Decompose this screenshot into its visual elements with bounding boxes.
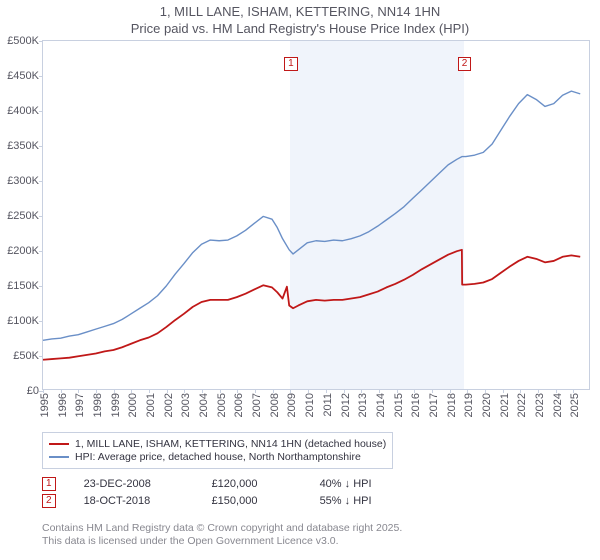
sales-row-marker: 2 bbox=[42, 494, 56, 508]
y-tick-mark bbox=[39, 76, 43, 77]
chart-titles: 1, MILL LANE, ISHAM, KETTERING, NN14 1HN… bbox=[0, 0, 600, 36]
y-tick-label: £0 bbox=[27, 385, 39, 397]
y-tick-mark bbox=[39, 356, 43, 357]
x-tick-label: 2012 bbox=[340, 393, 352, 417]
legend: 1, MILL LANE, ISHAM, KETTERING, NN14 1HN… bbox=[42, 432, 393, 469]
legend-label-hpi: HPI: Average price, detached house, Nort… bbox=[75, 451, 361, 463]
y-tick-label: £150K bbox=[7, 280, 39, 292]
x-tick-label: 2004 bbox=[198, 393, 210, 417]
x-tick-label: 2010 bbox=[304, 393, 316, 417]
series-line-paid bbox=[43, 250, 580, 360]
y-tick-mark bbox=[39, 216, 43, 217]
x-tick-label: 2020 bbox=[481, 393, 493, 417]
x-tick-label: 1998 bbox=[92, 393, 104, 417]
x-tick-label: 1997 bbox=[74, 393, 86, 417]
y-tick-label: £400K bbox=[7, 105, 39, 117]
x-tick-label: 2017 bbox=[428, 393, 440, 417]
sales-table: 1 23-DEC-2008 £120,000 40% ↓ HPI 2 18-OCT-201… bbox=[42, 474, 372, 511]
y-tick-mark bbox=[39, 321, 43, 322]
series-svg bbox=[43, 41, 589, 389]
x-tick-label: 2007 bbox=[251, 393, 263, 417]
x-tick-label: 2015 bbox=[393, 393, 405, 417]
y-tick-label: £450K bbox=[7, 70, 39, 82]
y-tick-mark bbox=[39, 146, 43, 147]
y-tick-label: £300K bbox=[7, 175, 39, 187]
x-tick-label: 2019 bbox=[463, 393, 475, 417]
sales-row-price: £120,000 bbox=[212, 478, 292, 490]
x-tick-label: 2006 bbox=[233, 393, 245, 417]
x-tick-label: 2016 bbox=[410, 393, 422, 417]
x-tick-label: 1995 bbox=[39, 393, 51, 417]
legend-swatch-paid bbox=[49, 443, 69, 445]
y-tick-label: £200K bbox=[7, 245, 39, 257]
sales-row: 1 23-DEC-2008 £120,000 40% ↓ HPI bbox=[42, 477, 372, 491]
y-tick-label: £250K bbox=[7, 210, 39, 222]
legend-label-paid: 1, MILL LANE, ISHAM, KETTERING, NN14 1HN… bbox=[75, 438, 386, 450]
x-tick-label: 1996 bbox=[57, 393, 69, 417]
x-tick-label: 2024 bbox=[552, 393, 564, 417]
x-tick-label: 2013 bbox=[357, 393, 369, 417]
y-tick-label: £350K bbox=[7, 140, 39, 152]
chart-container: { "titles": { "main": "1, MILL LANE, ISH… bbox=[0, 0, 600, 560]
x-tick-label: 1999 bbox=[110, 393, 122, 417]
sale-marker-1: 1 bbox=[284, 57, 298, 71]
footer-attribution: Contains HM Land Registry data © Crown c… bbox=[42, 522, 402, 548]
footer-line-1: Contains HM Land Registry data © Crown c… bbox=[42, 522, 402, 535]
x-tick-label: 2000 bbox=[127, 393, 139, 417]
x-tick-label: 2003 bbox=[180, 393, 192, 417]
sales-row-delta: 40% ↓ HPI bbox=[320, 478, 372, 490]
sale-marker-2: 2 bbox=[458, 57, 472, 71]
sales-row-marker: 1 bbox=[42, 477, 56, 491]
y-tick-label: £50K bbox=[13, 350, 39, 362]
x-tick-label: 2023 bbox=[534, 393, 546, 417]
y-tick-mark bbox=[39, 286, 43, 287]
x-tick-label: 2005 bbox=[216, 393, 228, 417]
x-tick-label: 2025 bbox=[569, 393, 581, 417]
x-tick-label: 2021 bbox=[499, 393, 511, 417]
footer-line-2: This data is licensed under the Open Gov… bbox=[42, 535, 402, 548]
x-tick-label: 2011 bbox=[322, 393, 334, 417]
x-tick-label: 2001 bbox=[145, 393, 157, 417]
legend-row-hpi: HPI: Average price, detached house, Nort… bbox=[49, 451, 386, 463]
sales-row-delta: 55% ↓ HPI bbox=[320, 495, 372, 507]
sales-row-date: 23-DEC-2008 bbox=[84, 478, 184, 490]
legend-row-paid: 1, MILL LANE, ISHAM, KETTERING, NN14 1HN… bbox=[49, 438, 386, 450]
x-tick-label: 2018 bbox=[446, 393, 458, 417]
y-tick-label: £500K bbox=[7, 35, 39, 47]
y-tick-mark bbox=[39, 181, 43, 182]
x-tick-label: 2014 bbox=[375, 393, 387, 417]
sales-row-price: £150,000 bbox=[212, 495, 292, 507]
sales-row-date: 18-OCT-2018 bbox=[84, 495, 184, 507]
title-main: 1, MILL LANE, ISHAM, KETTERING, NN14 1HN bbox=[0, 4, 600, 19]
plot-area: £0£50K£100K£150K£200K£250K£300K£350K£400… bbox=[42, 40, 590, 390]
x-tick-label: 2008 bbox=[269, 393, 281, 417]
x-tick-label: 2009 bbox=[286, 393, 298, 417]
y-tick-mark bbox=[39, 41, 43, 42]
title-sub: Price paid vs. HM Land Registry's House … bbox=[0, 21, 600, 36]
y-tick-mark bbox=[39, 111, 43, 112]
x-tick-label: 2022 bbox=[516, 393, 528, 417]
series-line-hpi bbox=[43, 91, 580, 340]
x-tick-label: 2002 bbox=[163, 393, 175, 417]
y-tick-label: £100K bbox=[7, 315, 39, 327]
legend-swatch-hpi bbox=[49, 456, 69, 457]
y-tick-mark bbox=[39, 251, 43, 252]
sales-row: 2 18-OCT-2018 £150,000 55% ↓ HPI bbox=[42, 494, 372, 508]
